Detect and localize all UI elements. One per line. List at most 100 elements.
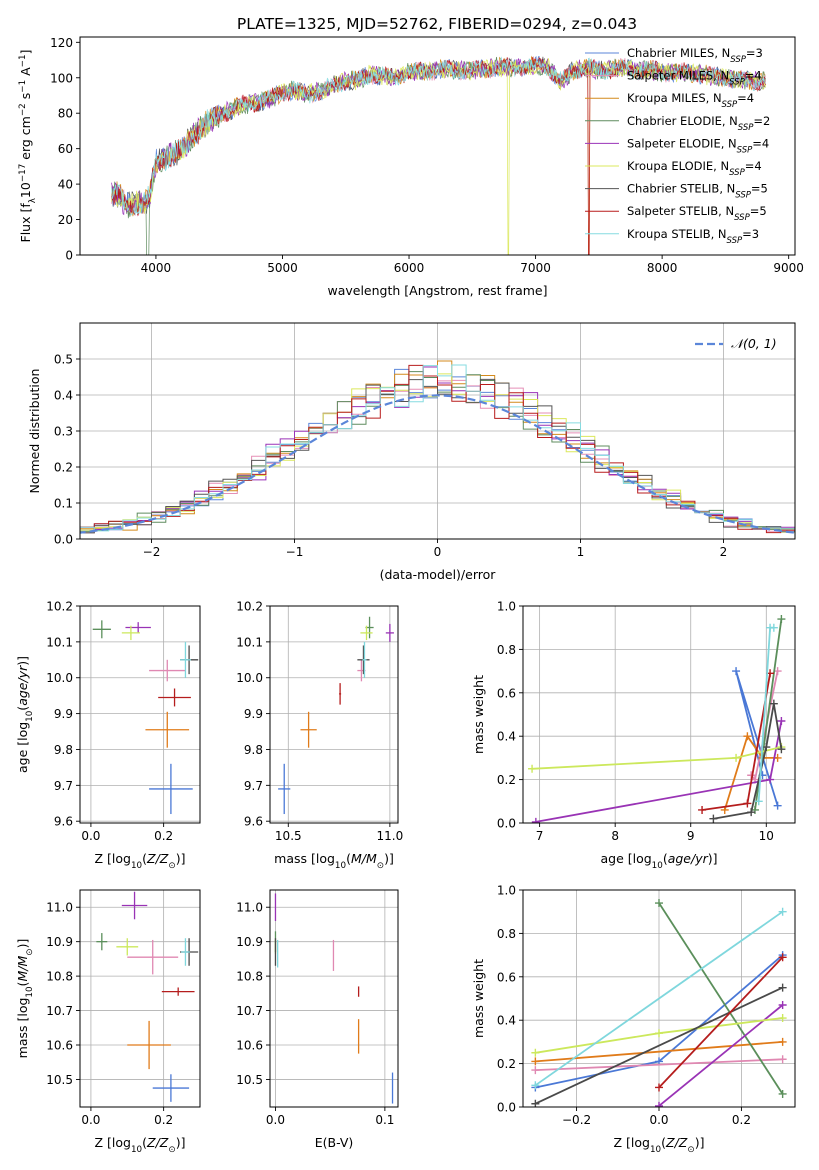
weight-line — [535, 1058, 783, 1071]
errorbar-point — [149, 763, 193, 815]
spectrum-line — [111, 56, 766, 255]
legend: 𝒩(0, 1) — [695, 336, 777, 351]
y-tick-label: 10.6 — [46, 1039, 73, 1053]
x-tick-label: 9000 — [773, 261, 804, 275]
y-tick-label: 10.8 — [46, 970, 73, 984]
y-tick-label: 0.0 — [497, 1101, 516, 1115]
errorbar-point — [96, 933, 108, 951]
x-tick-label: 0 — [434, 545, 442, 559]
y-tick-label: 10.5 — [46, 1073, 73, 1087]
y-tick-label: 10.7 — [46, 1004, 73, 1018]
y-tick-label: 10.8 — [236, 970, 263, 984]
weight-marker — [655, 1101, 663, 1107]
y-tick-label: 0.8 — [497, 927, 516, 941]
y-tick-label: 10.2 — [236, 600, 263, 614]
figure-title: PLATE=1325, MJD=52762, FIBERID=0294, z=0… — [237, 15, 637, 33]
x-tick-label: 7000 — [520, 261, 551, 275]
y-tick-label: 0.4 — [497, 1014, 516, 1028]
weight-marker — [531, 1081, 540, 1090]
weight-marker — [762, 743, 771, 752]
y-tick-label: 100 — [50, 71, 73, 85]
y-tick-label: 10.6 — [236, 1039, 263, 1053]
legend-entry: Kroupa ELODIE, NSSP=4 — [627, 159, 762, 178]
errorbar-point — [161, 987, 195, 996]
plot-area-spectrum — [111, 55, 766, 255]
plot-area-mass-weight-vs-age — [528, 615, 786, 823]
plot-area-age-vs-Z — [92, 620, 199, 815]
spectrum-line — [111, 56, 766, 255]
weight-marker — [531, 817, 540, 823]
x-axis-label: wavelength [Angstrom, rest frame] — [327, 283, 547, 298]
x-tick-label: 9 — [687, 829, 695, 843]
weight-marker — [773, 801, 782, 810]
y-tick-label: 9.7 — [244, 779, 263, 793]
y-tick-label: 10.0 — [236, 671, 263, 685]
legend: Chabrier MILES, NSSP=3 Salpeter MILES, NS… — [585, 46, 770, 246]
y-tick-label: 0.2 — [497, 773, 516, 787]
y-tick-label: 10.9 — [46, 935, 73, 949]
errorbar-point — [116, 938, 139, 956]
weight-marker — [732, 753, 741, 762]
errorbar-point — [92, 620, 111, 639]
weight-marker — [778, 1037, 787, 1046]
y-tick-label: 9.8 — [54, 743, 73, 757]
y-tick-label: 9.9 — [54, 707, 73, 721]
errorbar-point — [121, 891, 148, 920]
y-tick-label: 10.0 — [46, 671, 73, 685]
y-tick-label: 80 — [58, 107, 73, 121]
errorbar-point — [127, 939, 179, 975]
weight-line — [535, 986, 783, 1105]
plot-area-residual-histogram — [80, 360, 795, 534]
y-tick-label: 20 — [58, 213, 73, 227]
spectrum-line — [111, 55, 766, 255]
chart-mass-vs-ebv: 0.0 0.1 10.5 10.6 10.7 10.8 10.9 11.0 E(B-V) — [236, 889, 399, 1150]
y-tick-label: 0.6 — [497, 686, 516, 700]
errorbar-point — [125, 622, 151, 633]
weight-marker — [777, 615, 786, 624]
chart-mass-vs-Z: 0.0 0.2 10.5 10.6 10.7 10.8 10.9 11.0 Z [log10(Z… — [15, 889, 201, 1155]
weight-marker — [531, 1099, 540, 1107]
x-tick-label: 4000 — [141, 261, 172, 275]
weight-marker — [528, 764, 537, 773]
x-tick-label: 7 — [536, 829, 544, 843]
weight-marker — [655, 1083, 663, 1092]
weight-marker — [732, 667, 741, 676]
histogram-series — [80, 364, 795, 533]
y-tick-label: 9.7 — [54, 779, 73, 793]
x-tick-label: 11.0 — [377, 829, 404, 843]
weight-marker — [655, 1029, 663, 1038]
y-tick-label: 10.5 — [236, 1073, 263, 1087]
x-axis-label: mass [log10(M/M⊙)] — [274, 851, 394, 871]
x-axis-label: Z [log10(Z/Z⊙)] — [614, 1135, 705, 1155]
y-tick-label: 0.4 — [54, 389, 73, 403]
errorbar-point — [339, 683, 342, 705]
weight-marker — [709, 814, 718, 823]
plot-area-mass-vs-ebv — [274, 893, 394, 1104]
spectrum-line — [111, 56, 766, 216]
y-tick-label: 10.1 — [46, 635, 73, 649]
y-axis-label: mass weight — [471, 675, 486, 754]
x-axis-label: Z [log10(Z/Z⊙)] — [95, 851, 186, 871]
x-tick-label: −2 — [143, 545, 161, 559]
errorbar-point — [180, 641, 191, 678]
y-tick-label: 0.4 — [497, 730, 516, 744]
axes-frame — [79, 605, 201, 824]
y-axis-label: mass [log10(M/M⊙)] — [15, 939, 35, 1059]
weight-marker — [698, 805, 707, 814]
weight-marker — [778, 1089, 787, 1098]
spectrum-line — [111, 57, 766, 255]
y-tick-label: 10.7 — [236, 1004, 263, 1018]
axes-frame — [522, 605, 796, 824]
y-tick-label: 1.0 — [497, 884, 516, 898]
x-axis-label: E(B-V) — [315, 1135, 354, 1150]
axes-frame — [269, 889, 399, 1108]
chart-spectrum: Chabrier MILES, NSSP=3 Salpeter MILES, NS… — [18, 36, 804, 298]
weight-marker — [778, 907, 787, 916]
weight-line — [534, 910, 784, 1087]
weight-marker — [747, 808, 756, 817]
y-tick-label: 60 — [58, 142, 73, 156]
chart-age-vs-mass: 10.5 11.0 9.6 9.7 9.8 9.9 10.0 10.1 10.2 mass [lo… — [236, 600, 403, 872]
errorbar-point — [385, 623, 394, 642]
legend-entry: Chabrier ELODIE, NSSP=2 — [627, 114, 770, 133]
legend-entry: Kroupa STELIB, NSSP=3 — [627, 227, 759, 246]
